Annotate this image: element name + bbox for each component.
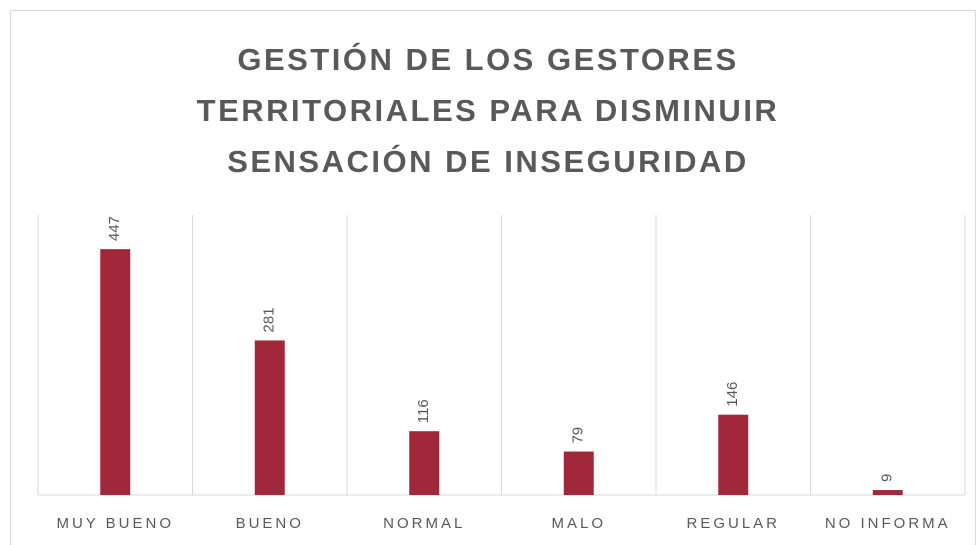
bar [100, 249, 131, 495]
chart-title: GESTIÓN DE LOS GESTORES TERRITORIALES PA… [196, 42, 780, 179]
data-label: 146 [724, 382, 741, 407]
x-tick-label: NORMAL [383, 515, 465, 532]
x-tick-label: NO INFORMA [825, 515, 951, 532]
data-label: 447 [106, 216, 123, 241]
bar [563, 451, 594, 495]
x-tick-label: MALO [551, 515, 606, 532]
data-label: 9 [879, 474, 896, 482]
x-tick-label: BUENO [236, 515, 304, 532]
data-label: 79 [570, 427, 587, 444]
data-label: 116 [415, 399, 432, 423]
bar [718, 414, 749, 495]
bar [254, 340, 285, 495]
chart-border [10, 10, 976, 545]
bar [409, 431, 440, 495]
x-tick-label: REGULAR [686, 515, 780, 532]
x-tick-label: MUY BUENO [56, 515, 174, 532]
bar [872, 490, 903, 495]
data-label: 281 [261, 307, 278, 332]
